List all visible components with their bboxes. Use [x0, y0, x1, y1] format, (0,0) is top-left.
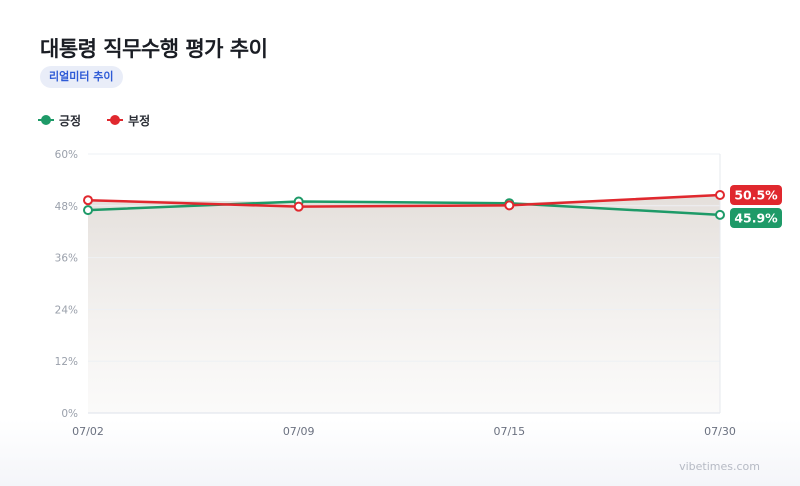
data-point	[293, 201, 304, 212]
watermark: vibetimes.com	[679, 460, 760, 473]
source-badge: 리얼미터 추이	[40, 66, 123, 88]
legend-label-negative: 부정	[128, 113, 151, 128]
y-tick-label: 12%	[55, 356, 78, 368]
y-tick-label: 60%	[55, 149, 78, 161]
y-tick-label: 36%	[55, 253, 78, 265]
data-point	[83, 195, 93, 206]
data-point	[715, 190, 725, 201]
end-value-badge	[730, 185, 782, 206]
y-tick-label: 24%	[55, 304, 78, 316]
plot-area	[88, 195, 720, 413]
y-tick-label: 0%	[61, 408, 78, 420]
legend-label-positive: 긍정	[59, 113, 82, 128]
legend-item-negative[interactable]: 부정	[107, 112, 150, 129]
series-line	[86, 200, 722, 217]
x-tick-label: 07/30	[704, 425, 736, 438]
series-line	[86, 193, 722, 208]
data-point	[715, 209, 725, 220]
end-value-label: 45.9%	[734, 211, 778, 226]
legend-swatch-icon	[38, 115, 54, 125]
x-tick-label: 07/02	[72, 425, 104, 438]
x-tick-label: 07/09	[283, 425, 315, 438]
legend-swatch-icon	[107, 115, 124, 125]
data-point	[504, 200, 515, 211]
end-value-badge	[730, 208, 782, 229]
legend-item-positive[interactable]: 긍정	[38, 112, 81, 129]
y-tick-label: 48%	[55, 201, 78, 213]
data-point	[83, 205, 93, 216]
end-value-label: 50.5%	[734, 188, 778, 203]
chart-legend: 긍정 부정	[38, 111, 150, 129]
chart-title: 대통령 직무수행 평가 추이	[40, 37, 268, 61]
x-tick-label: 07/15	[493, 425, 525, 438]
